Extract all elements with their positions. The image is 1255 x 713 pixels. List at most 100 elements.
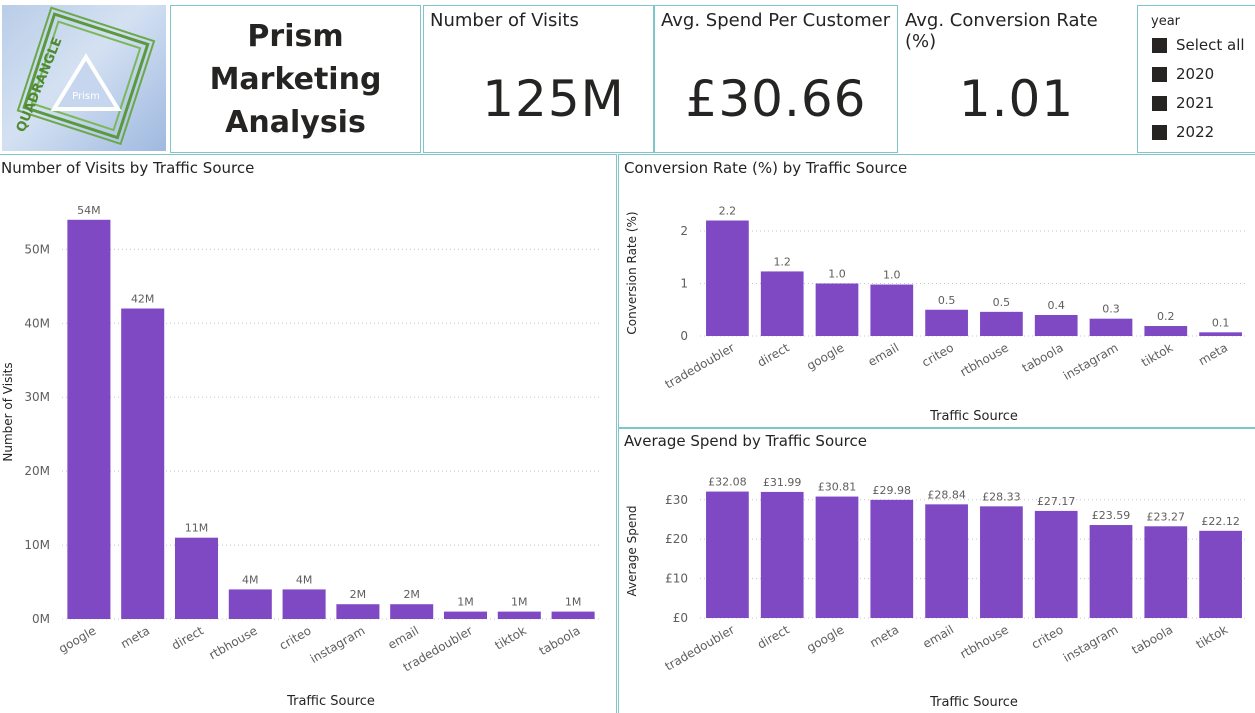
kpi-card-visits: Number of Visits 125M — [423, 5, 654, 153]
data-label: 11M — [185, 522, 209, 535]
checkbox-icon — [1152, 37, 1167, 53]
data-label: £29.98 — [873, 484, 912, 497]
x-tick-label: email — [866, 340, 902, 369]
kpi-value: £30.66 — [685, 70, 867, 128]
bar — [980, 506, 1023, 618]
bar — [706, 220, 749, 336]
bar — [1089, 318, 1133, 336]
slicer-option-2020[interactable]: 2020 — [1152, 65, 1214, 83]
data-label: 0.5 — [993, 296, 1011, 309]
bar — [443, 611, 488, 619]
x-tick-label: meta — [1196, 340, 1230, 368]
checkbox-icon — [1152, 95, 1167, 111]
slicer-option-label: Select all — [1176, 36, 1245, 54]
data-label: 1M — [457, 596, 474, 609]
bar — [336, 604, 380, 619]
data-label: £23.59 — [1092, 509, 1131, 522]
x-tick-label: meta — [118, 623, 152, 651]
slicer-title: year — [1151, 14, 1181, 29]
x-tick-label: tiktok — [492, 623, 528, 652]
y-tick-label: 0 — [680, 329, 688, 343]
bar — [282, 589, 326, 619]
data-label: 54M — [77, 204, 101, 217]
y-tick-label: 10M — [24, 538, 50, 552]
bar — [815, 283, 859, 336]
data-label: 0.5 — [938, 294, 956, 307]
bar — [760, 271, 804, 336]
visits-bar-chart: 0M 10M 20M 30M 40M 50M 54M google 42M meta 11M dire… — [1, 204, 600, 709]
data-label: 1.0 — [883, 269, 901, 282]
report-title-card: Prism Marketing Analysis — [170, 5, 421, 153]
checkbox-icon — [1152, 124, 1167, 140]
data-label: £27.17 — [1037, 495, 1076, 508]
kpi-label: Avg. Conversion Rate (%) — [905, 10, 1098, 52]
x-tick-label: rtbhouse — [207, 623, 260, 662]
y-tick-label: 30M — [24, 390, 50, 404]
bar — [870, 499, 914, 618]
bar — [67, 219, 111, 619]
y-tick-label: 0M — [32, 612, 50, 626]
slicer-option-label: 2022 — [1176, 123, 1215, 141]
y-tick-label: £30 — [665, 493, 688, 507]
data-label: 2.2 — [719, 205, 737, 218]
report-title-line-3: Analysis — [225, 104, 366, 140]
checkbox-icon — [1152, 66, 1167, 82]
kpi-card-avg-spend: Avg. Spend Per Customer £30.66 — [654, 5, 898, 153]
x-axis-title: Traffic Source — [929, 695, 1018, 710]
bar — [870, 284, 914, 336]
logo-inner-text: Prism — [72, 91, 100, 102]
kpi-value: 1.01 — [958, 70, 1075, 128]
data-label: 1M — [565, 596, 582, 609]
x-tick-label: tiktok — [1194, 622, 1230, 651]
data-label: 2M — [403, 588, 420, 601]
bar — [1034, 315, 1078, 336]
x-tick-label: taboola — [1020, 340, 1066, 375]
bar — [706, 491, 749, 618]
bar — [1034, 510, 1078, 618]
kpi-label: Avg. Spend Per Customer — [661, 10, 891, 31]
x-tick-label: instagram — [1061, 622, 1121, 665]
data-label: 1.0 — [828, 268, 846, 281]
data-label: 42M — [131, 293, 155, 306]
logo-graphic: Prism QUADRANGLE — [14, 6, 156, 146]
quadrangle-logo: Prism QUADRANGLE — [2, 5, 166, 151]
x-tick-label: direct — [169, 623, 206, 652]
chart-title: Average Spend by Traffic Source — [624, 432, 867, 450]
x-tick-label: rtbhouse — [958, 622, 1011, 661]
x-tick-label: criteo — [1029, 622, 1066, 651]
chart-title: Number of Visits by Traffic Source — [1, 159, 255, 177]
y-tick-label: 2 — [680, 224, 688, 238]
slicer-option-select-all[interactable]: Select all — [1152, 36, 1245, 54]
slicer-option-2022[interactable]: 2022 — [1152, 123, 1214, 141]
x-axis-title: Traffic Source — [286, 694, 375, 709]
x-tick-label: taboola — [537, 623, 583, 658]
y-tick-label: 1 — [680, 277, 688, 291]
bar — [760, 491, 804, 618]
x-tick-label: tradedoubler — [662, 340, 736, 391]
bar — [121, 308, 165, 619]
x-tick-label: taboola — [1129, 622, 1175, 657]
data-label: 0.3 — [1102, 303, 1120, 316]
spend-bar-chart: £0 £10 £20 £30 £32.08 tradedoubler £31.99 direc… — [625, 476, 1248, 710]
x-tick-label: tiktok — [1139, 340, 1175, 369]
data-label: £30.81 — [818, 481, 857, 494]
conversion-bar-chart: 0 1 2 2.2 tradedoubler 1.2 direct 1.0 google 1.0 e… — [625, 205, 1248, 424]
chart-title: Conversion Rate (%) by Traffic Source — [624, 159, 908, 177]
data-label: £32.08 — [708, 476, 747, 489]
y-axis-title: Conversion Rate (%) — [625, 211, 639, 334]
y-axis-title: Number of Visits — [1, 362, 15, 461]
data-label: £23.27 — [1147, 510, 1186, 523]
slicer-option-2021[interactable]: 2021 — [1152, 94, 1214, 112]
x-tick-label: instagram — [1061, 340, 1121, 383]
bar — [497, 611, 541, 619]
kpi-card-conversion-rate: Avg. Conversion Rate (%) 1.01 — [898, 5, 1135, 153]
report-title-line-2: Marketing — [209, 61, 382, 97]
data-label: £22.12 — [1201, 515, 1240, 528]
x-tick-label: criteo — [277, 623, 314, 652]
x-tick-label: direct — [755, 340, 792, 369]
x-tick-label: tradedoubler — [662, 622, 736, 673]
data-label: £28.84 — [927, 488, 966, 501]
bar — [1199, 530, 1242, 618]
data-label: 0.4 — [1047, 299, 1065, 312]
x-tick-label: google — [804, 340, 846, 372]
